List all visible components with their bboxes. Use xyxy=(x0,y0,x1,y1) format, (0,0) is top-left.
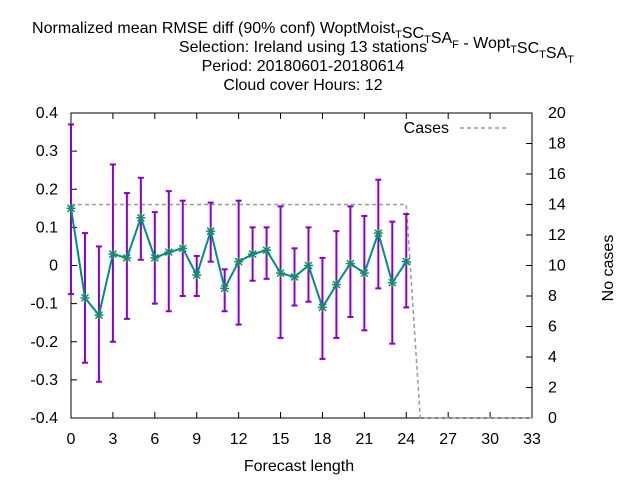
data-point xyxy=(150,253,160,263)
data-point xyxy=(303,261,313,270)
x-tick-label: 33 xyxy=(523,431,541,448)
x-tick-label: 21 xyxy=(355,431,373,448)
x-tick-label: 0 xyxy=(67,431,76,448)
data-point xyxy=(136,213,146,223)
x-tick-label: 27 xyxy=(439,431,457,448)
y-tick-label: 0.3 xyxy=(36,143,58,160)
x-tick-label: 6 xyxy=(150,431,159,448)
data-point xyxy=(178,243,188,253)
rmse-series xyxy=(66,203,411,320)
title-line-4: Cloud cover Hours: 12 xyxy=(223,77,382,94)
y2-tick-label: 18 xyxy=(548,136,566,153)
data-point xyxy=(192,270,202,280)
data-point xyxy=(359,268,369,278)
data-point xyxy=(373,228,383,238)
x-tick-label: 9 xyxy=(192,431,201,448)
x-tick-label: 18 xyxy=(314,431,332,448)
legend: Cases xyxy=(404,120,506,137)
axis-ticks: 0 3 6 9 12 15 18 21 24 27 30 33-0.4-0.3-0.2-0.100.1… xyxy=(30,105,565,448)
y2-tick-label: 16 xyxy=(548,166,566,183)
y2-tick-label: 20 xyxy=(548,105,566,122)
y2-tick-label: 10 xyxy=(548,258,566,275)
cases-series xyxy=(71,203,532,419)
data-point xyxy=(387,278,397,288)
y-tick-label: 0.4 xyxy=(36,105,58,122)
x-tick-label: 24 xyxy=(397,431,415,448)
y-tick-label: -0.3 xyxy=(30,372,58,389)
y-tick-label: 0.2 xyxy=(36,181,58,198)
y-tick-label: 0 xyxy=(49,258,58,275)
y2-tick-label: 8 xyxy=(548,288,557,305)
title-line-3: Period: 20180601-20180614 xyxy=(202,58,405,75)
data-point xyxy=(164,247,174,257)
title-line-2: Selection: Ireland using 13 stations xyxy=(179,39,427,56)
y2-tick-label: 4 xyxy=(548,349,557,366)
x-axis-label: Forecast length xyxy=(244,458,354,475)
data-point xyxy=(331,280,341,290)
data-point xyxy=(66,203,76,213)
data-point xyxy=(290,272,300,282)
legend-label: Cases xyxy=(404,120,449,137)
y2-tick-label: 14 xyxy=(548,197,566,214)
y2-tick-label: 6 xyxy=(548,319,557,336)
plot-border xyxy=(70,112,533,419)
data-point xyxy=(317,302,327,312)
x-tick-label: 15 xyxy=(272,431,290,448)
plot-frame xyxy=(70,112,533,419)
data-point xyxy=(345,259,355,269)
data-point xyxy=(94,310,104,320)
data-point xyxy=(276,268,286,278)
x-tick-label: 3 xyxy=(108,431,117,448)
y-tick-label: 0.1 xyxy=(36,219,58,236)
data-point xyxy=(220,283,230,293)
title-line-1: Normalized mean RMSE diff (90% conf) Wop… xyxy=(32,20,574,66)
data-point xyxy=(234,257,244,267)
y2-axis-label: No cases xyxy=(600,235,617,302)
data-point xyxy=(122,253,132,263)
cases-line xyxy=(71,203,532,419)
data-point xyxy=(108,249,118,259)
x-tick-label: 12 xyxy=(230,431,248,448)
data-point xyxy=(248,249,258,259)
y2-tick-label: 2 xyxy=(548,380,557,397)
y-tick-label: -0.1 xyxy=(30,296,58,313)
y2-tick-label: 0 xyxy=(548,410,557,427)
error-bars xyxy=(68,123,410,383)
data-point xyxy=(80,293,90,303)
data-point xyxy=(206,226,216,236)
data-point xyxy=(401,257,411,267)
data-point xyxy=(262,245,272,255)
chart-title: Normalized mean RMSE diff (90% conf) Wop… xyxy=(32,20,574,94)
y2-tick-label: 12 xyxy=(548,227,566,244)
y-tick-label: -0.4 xyxy=(30,410,58,427)
x-tick-label: 30 xyxy=(481,431,499,448)
y-tick-label: -0.2 xyxy=(30,334,58,351)
